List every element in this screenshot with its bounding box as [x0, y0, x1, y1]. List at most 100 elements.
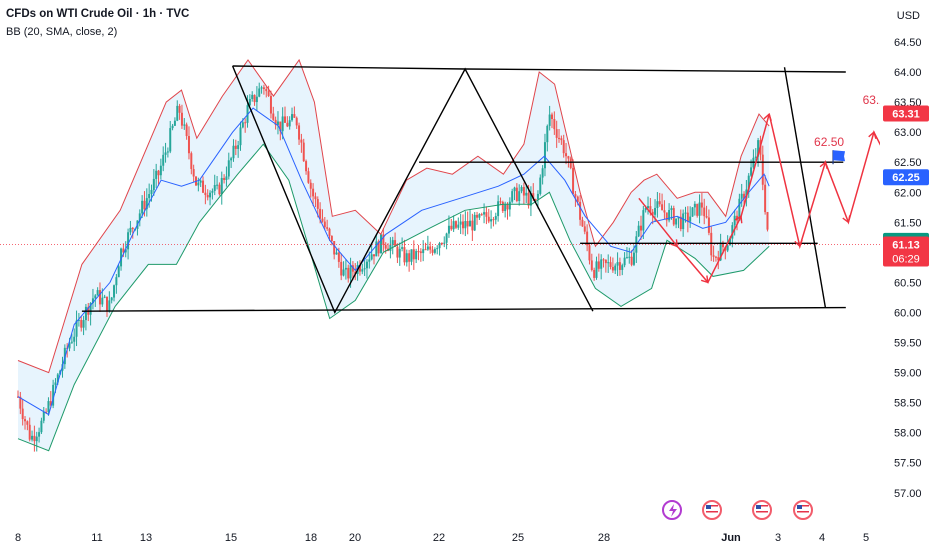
currency-label[interactable]: USD: [896, 10, 920, 22]
y-tick-label: 61.50: [894, 217, 922, 229]
candle-body: [225, 176, 228, 180]
candle-body: [487, 216, 490, 222]
candle-body: [593, 269, 596, 278]
candle-body: [115, 277, 118, 286]
candle-body: [618, 262, 621, 270]
candle-body: [232, 145, 235, 159]
candle-body: [492, 219, 495, 221]
candle-body: [138, 213, 141, 221]
candle-body: [28, 424, 31, 440]
candle-body: [541, 168, 544, 178]
projection-arrowhead: [819, 160, 828, 170]
candle-body: [733, 215, 736, 226]
candle-body: [429, 246, 432, 250]
candle-body: [40, 420, 43, 433]
candle-body: [611, 266, 614, 271]
y-tick-label: 63.00: [894, 127, 922, 139]
time-axis[interactable]: 8 11 13 15 18 20 22 25 28 Jun 3 4 5: [15, 532, 869, 544]
us-flag-event-icon[interactable]: [702, 500, 722, 520]
candle-body: [450, 225, 453, 230]
candle-body: [394, 240, 397, 247]
price-label-bg: [883, 105, 929, 122]
candle-body: [536, 193, 539, 200]
candle-body: [754, 156, 757, 158]
candle-body: [543, 142, 546, 169]
flag-stripe: [706, 508, 718, 510]
flag-stripe: [756, 511, 768, 513]
candle-body: [588, 245, 591, 261]
price-axis[interactable]: [880, 0, 932, 550]
candle-body: [211, 190, 214, 193]
candle-body: [166, 151, 169, 153]
candle-body: [712, 255, 715, 257]
candle-body: [326, 227, 329, 229]
dividend-lightning-icon[interactable]: [662, 500, 682, 520]
candle-body: [103, 296, 106, 298]
candle-body: [609, 262, 612, 267]
candle-body: [24, 419, 27, 422]
x-tick-label: 15: [225, 532, 237, 544]
candle-body: [670, 208, 673, 210]
candle-body: [89, 303, 92, 315]
candle-body: [707, 217, 710, 233]
candle-body: [31, 435, 34, 440]
target-62.50[interactable]: 62.50: [814, 135, 846, 165]
candle-body: [745, 189, 748, 199]
candle-body: [740, 193, 743, 199]
projection-arrowhead: [670, 239, 679, 248]
price-label-text: 62.25: [892, 172, 920, 184]
icon-ring: [752, 500, 772, 520]
us-flag-event-icon[interactable]: [752, 500, 772, 520]
candle-body: [757, 140, 760, 157]
x-tick-label: 22: [433, 532, 445, 544]
candle-body: [298, 125, 301, 140]
candle-body: [314, 196, 317, 200]
candle-body: [579, 201, 582, 220]
x-tick-label: 28: [598, 532, 610, 544]
indicator-legend[interactable]: BB (20, SMA, close, 2): [6, 26, 118, 38]
flag-canton: [756, 505, 761, 509]
candle-body: [101, 297, 104, 305]
candle-body: [661, 204, 664, 211]
pattern-line-0[interactable]: [231, 65, 594, 315]
candle-body: [152, 178, 155, 190]
flag-stripe: [797, 505, 809, 507]
candle-body: [361, 269, 364, 272]
candle-body: [508, 201, 511, 210]
candle-body: [497, 201, 500, 217]
us-flag-event-icon[interactable]: [793, 500, 813, 520]
candle-body: [216, 184, 219, 186]
candle-body: [576, 196, 579, 202]
pattern-line-2[interactable]: [81, 306, 846, 312]
projection-arrowhead: [763, 112, 772, 122]
candle-body: [260, 87, 263, 89]
candle-body: [54, 382, 57, 385]
candle-body: [672, 208, 675, 225]
candle-body: [700, 202, 703, 208]
symbol-title[interactable]: CFDs on WTI Crude Oil · 1h · TVC: [6, 8, 190, 20]
pattern-line-5[interactable]: [783, 67, 827, 308]
candle-body: [595, 261, 598, 278]
candle-body: [616, 262, 619, 266]
y-tick-label: 62.00: [894, 187, 922, 199]
candle-body: [703, 207, 706, 217]
candle-body: [726, 245, 729, 251]
candle-body: [283, 116, 286, 123]
y-tick-label: 57.00: [894, 488, 922, 500]
candle-body: [581, 219, 584, 227]
candle-body: [405, 253, 408, 263]
candle-body: [178, 105, 181, 113]
candle-body: [309, 182, 312, 189]
candle-body: [237, 145, 240, 149]
candle-body: [621, 265, 624, 270]
candle-body: [42, 411, 45, 421]
candle-body: [553, 119, 556, 130]
flag-stripe: [706, 514, 718, 516]
candle-body: [183, 124, 186, 126]
candle-body: [506, 204, 509, 210]
pattern-line-1[interactable]: [232, 65, 846, 73]
candle-body: [286, 122, 289, 127]
candle-body: [262, 87, 265, 90]
